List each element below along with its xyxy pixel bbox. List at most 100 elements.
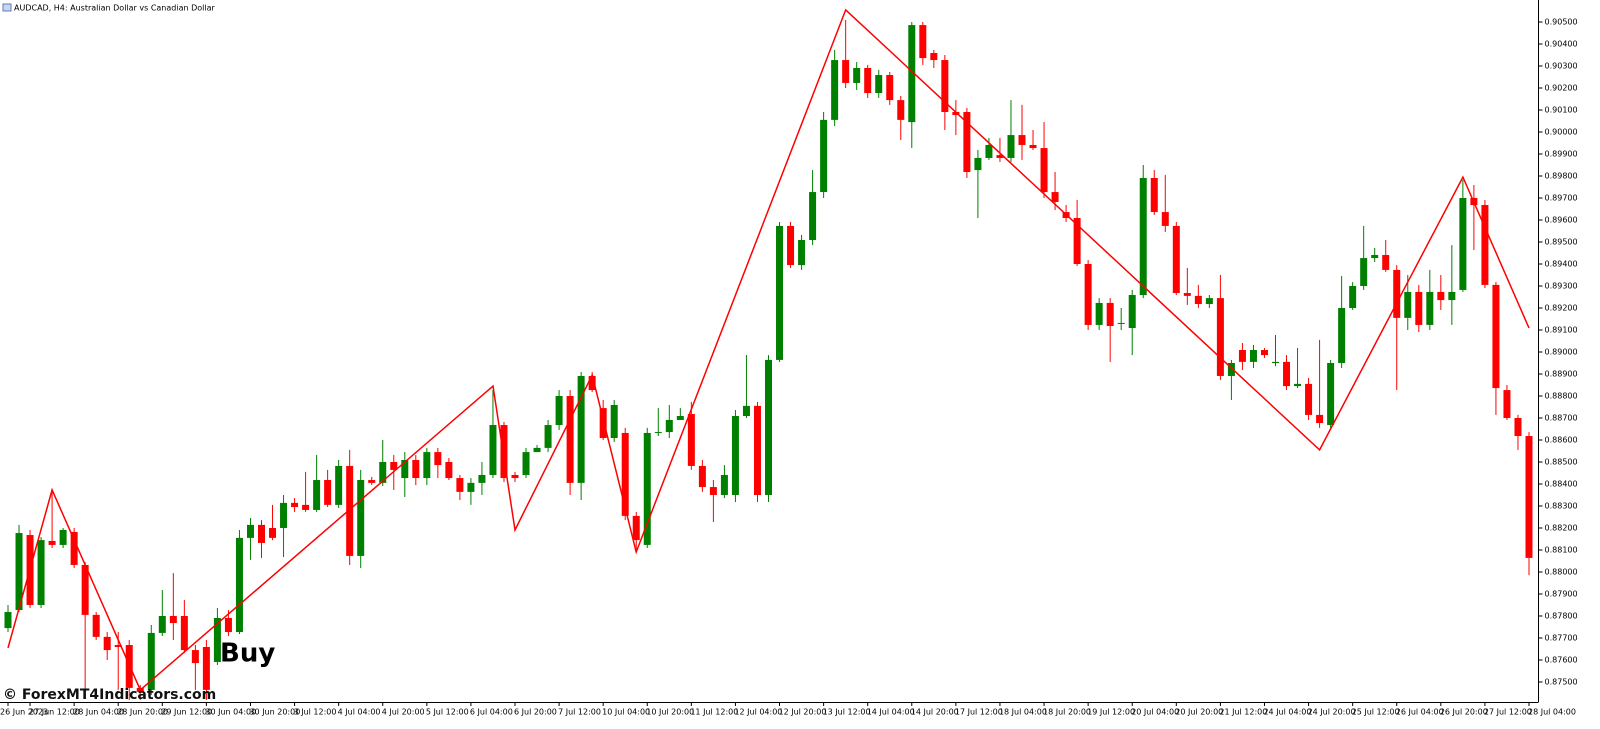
y-tick-label: 0.88400 xyxy=(1545,479,1578,488)
candle-body xyxy=(191,650,199,664)
x-tick-label: 25 Jul 12:00 xyxy=(1352,708,1400,717)
x-tick-label: 17 Jul 12:00 xyxy=(955,708,1003,717)
x-tick-label: 6 Jul 20:00 xyxy=(514,708,557,717)
candle-body xyxy=(70,531,78,565)
candle-body xyxy=(1338,307,1346,363)
candle-body xyxy=(1459,197,1467,290)
candle-body xyxy=(1040,148,1048,193)
x-tick-label: 28 Jun 04:00 xyxy=(73,708,124,717)
candle-body xyxy=(1525,436,1533,558)
candle-body xyxy=(48,540,56,545)
buy-label: Buy xyxy=(220,639,275,669)
y-tick-label: 0.88600 xyxy=(1545,435,1578,444)
x-tick-label: 29 Jun 12:00 xyxy=(161,708,212,717)
candle-body xyxy=(357,480,365,556)
candle-body xyxy=(224,617,232,633)
watermark: © ForexMT4Indicators.com xyxy=(3,687,216,703)
candle-body xyxy=(346,465,354,556)
y-tick-label: 0.90200 xyxy=(1545,83,1578,92)
candle-body xyxy=(213,617,221,662)
x-tick-label: 14 Jul 20:00 xyxy=(911,708,959,717)
candle-body xyxy=(566,395,574,483)
candle-body xyxy=(291,502,299,508)
x-tick-label: 19 Jul 12:00 xyxy=(1087,708,1135,717)
candle-body xyxy=(1371,254,1379,259)
y-tick-label: 0.90100 xyxy=(1545,105,1578,114)
x-tick-label: 11 Jul 12:00 xyxy=(690,708,738,717)
candle-body xyxy=(1150,177,1158,213)
candle-body xyxy=(147,632,155,690)
y-tick-label: 0.90000 xyxy=(1545,127,1578,136)
x-tick-label: 28 Jun 20:00 xyxy=(117,708,168,717)
x-tick-label: 26 Jul 04:00 xyxy=(1396,708,1444,717)
candle-body xyxy=(522,452,530,475)
zigzag-line xyxy=(7,8,1530,692)
candle-body xyxy=(180,615,188,651)
x-tick-label: 26 Jul 20:00 xyxy=(1440,708,1488,717)
x-tick-label: 30 Jun 04:00 xyxy=(205,708,256,717)
candle-body xyxy=(1172,225,1180,294)
candle-body xyxy=(1283,361,1291,387)
y-tick-label: 0.87700 xyxy=(1545,633,1578,642)
x-tick-label: 10 Jul 20:00 xyxy=(646,708,694,717)
x-tick-label: 7 Jul 12:00 xyxy=(558,708,601,717)
candle-body xyxy=(787,225,795,266)
candle-body xyxy=(908,25,916,123)
candle-body xyxy=(511,474,519,479)
candle-body xyxy=(500,425,508,479)
x-tick-label: 12 Jul 04:00 xyxy=(734,708,782,717)
candle-body xyxy=(335,465,343,505)
candle-body xyxy=(1316,414,1324,424)
x-tick-label: 5 Jul 12:00 xyxy=(426,708,469,717)
candle-body xyxy=(1128,295,1136,329)
candle-body xyxy=(1249,350,1257,362)
candle-body xyxy=(456,478,464,492)
candle-body xyxy=(1426,291,1434,325)
candle-body xyxy=(368,480,376,483)
candle-body xyxy=(1382,254,1390,270)
candle-body xyxy=(742,405,750,417)
x-tick-label: 24 Jul 04:00 xyxy=(1263,708,1311,717)
candle-body xyxy=(599,408,607,439)
candle-body xyxy=(1205,298,1213,305)
candle-body xyxy=(996,155,1004,158)
candle-body xyxy=(1183,293,1191,296)
candle-body xyxy=(1194,295,1202,305)
y-tick-label: 0.90400 xyxy=(1545,39,1578,48)
candle-body xyxy=(1084,263,1092,325)
candle-body xyxy=(1073,218,1081,264)
candle-body xyxy=(687,414,695,466)
candle-body xyxy=(401,460,409,479)
y-tick-label: 0.89600 xyxy=(1545,215,1578,224)
candle-body xyxy=(676,416,684,420)
x-tick-label: 24 Jul 20:00 xyxy=(1308,708,1356,717)
y-tick-label: 0.90500 xyxy=(1545,17,1578,26)
candle-body xyxy=(59,529,67,545)
candle-body xyxy=(269,527,277,538)
candle-body xyxy=(1260,350,1268,356)
candle-body xyxy=(709,487,717,495)
y-tick-label: 0.89700 xyxy=(1545,193,1578,202)
candle-body xyxy=(941,60,949,112)
y-tick-label: 0.89400 xyxy=(1545,259,1578,268)
candle-body xyxy=(1216,298,1224,376)
candle-body xyxy=(434,452,442,466)
candle-body xyxy=(1139,177,1147,296)
candle-body xyxy=(1018,135,1026,145)
y-tick-label: 0.89800 xyxy=(1545,171,1578,180)
candle-body xyxy=(1272,361,1279,363)
candle-body xyxy=(313,480,321,510)
x-tick-label: 27 Jun 12:00 xyxy=(29,708,80,717)
candle-body xyxy=(985,144,993,158)
y-tick-label: 0.89100 xyxy=(1545,325,1578,334)
candle-body xyxy=(842,60,850,83)
y-tick-label: 0.89900 xyxy=(1545,149,1578,158)
candle-body xyxy=(1007,135,1015,158)
candle-body xyxy=(258,524,265,543)
plot: 0.90500 0.90400 0.90300 0.90200 0.90100 0.900… xyxy=(0,8,1578,717)
candle-body xyxy=(92,614,100,637)
x-tick-label: 13 Jul 12:00 xyxy=(823,708,871,717)
x-tick-label: 30 Jun 20:00 xyxy=(249,708,300,717)
candle-body xyxy=(445,461,453,479)
